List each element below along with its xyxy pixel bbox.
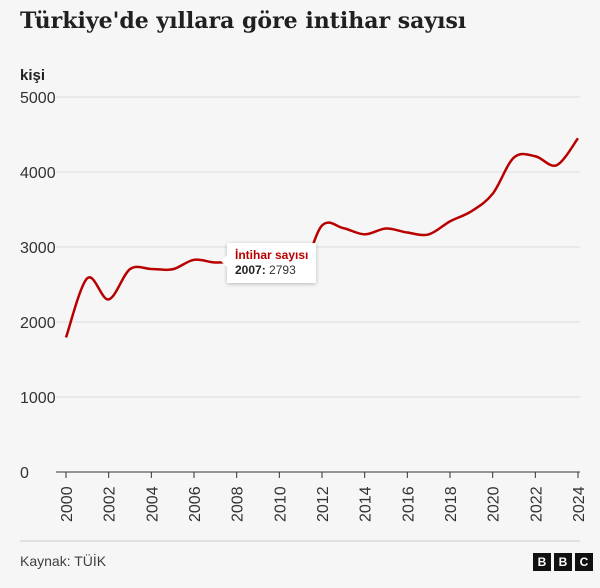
- x-tick-label: 2020: [486, 486, 503, 522]
- chart-title: Türkiye'de yıllara göre intihar sayısı: [20, 8, 467, 34]
- x-tick-label: 2022: [528, 486, 545, 522]
- y-tick-label: 1000: [20, 390, 56, 407]
- x-tick-label: 2010: [272, 486, 289, 522]
- y-tick-label: 3000: [20, 240, 56, 257]
- tooltip-year: 2007:: [235, 263, 266, 277]
- x-tick-label: 2016: [400, 486, 417, 522]
- y-tick-label: 0: [20, 465, 29, 482]
- x-tick-label: 2002: [102, 486, 119, 522]
- tooltip: İntihar sayısı 2007: 2793: [220, 243, 317, 283]
- x-tick-label: 2012: [315, 486, 332, 522]
- logo-letter: C: [575, 553, 593, 571]
- x-tick-label: 2006: [187, 486, 204, 522]
- logo-letter: B: [554, 553, 572, 571]
- source-note: Kaynak: TÜİK: [20, 553, 107, 569]
- y-tick-label: 4000: [20, 165, 56, 182]
- x-tick-label: 2004: [144, 486, 161, 522]
- y-axis-label: kişi: [20, 67, 45, 84]
- x-tick-label: 2018: [443, 486, 460, 522]
- x-tick-label: 2000: [59, 486, 76, 522]
- x-tick-label: 2008: [230, 486, 247, 522]
- series-line: [64, 137, 580, 338]
- tooltip-series: İntihar sayısı: [235, 248, 309, 262]
- y-tick-label: 5000: [20, 90, 56, 107]
- logo-letter: B: [533, 553, 551, 571]
- x-tick-label: 2024: [571, 486, 588, 522]
- tooltip-value: 2793: [269, 263, 296, 277]
- y-tick-label: 2000: [20, 315, 56, 332]
- x-tick-label: 2014: [358, 486, 375, 522]
